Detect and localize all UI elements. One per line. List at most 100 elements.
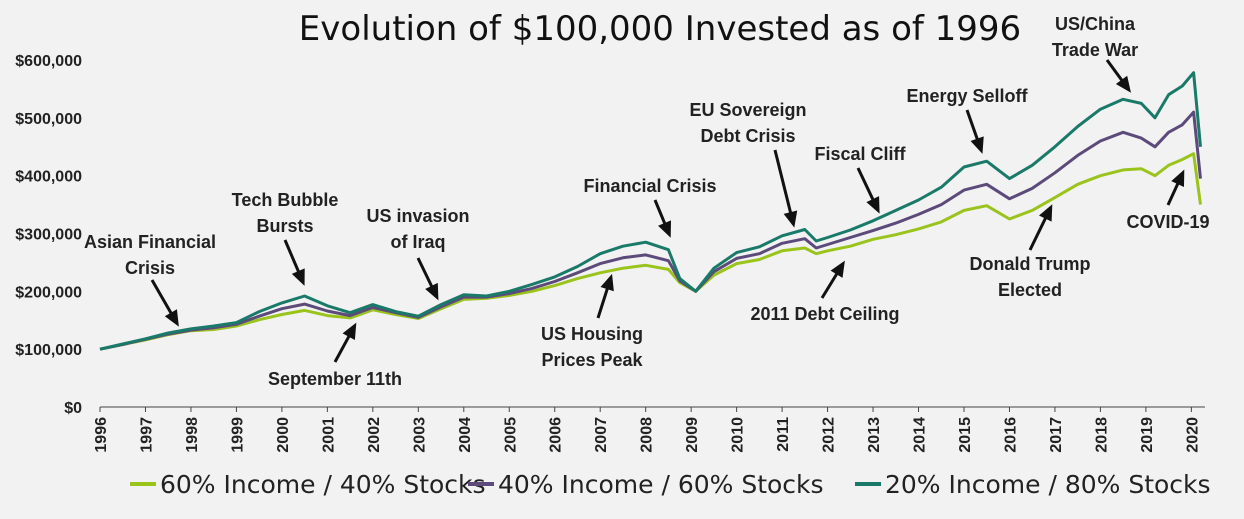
- annotation: COVID-19: [1126, 169, 1210, 232]
- annotation-text: Trade War: [1052, 40, 1138, 60]
- x-tick-label: 2013: [866, 417, 883, 453]
- x-tick-label: 2017: [1048, 417, 1065, 453]
- annotation-text: US/China: [1055, 14, 1136, 34]
- annotation-text: Crisis: [125, 258, 175, 278]
- annotation-arrowhead: [1115, 75, 1131, 93]
- x-tick-label: 2004: [457, 417, 474, 453]
- annotation-text: US invasion: [366, 206, 469, 226]
- annotation-text: Financial Crisis: [583, 176, 716, 196]
- x-tick-label: 2011: [775, 417, 792, 452]
- x-tick-label: 2002: [366, 417, 383, 453]
- annotation-text: Tech Bubble: [232, 190, 339, 210]
- y-tick-label: $100,000: [15, 342, 82, 359]
- x-tick-label: 1998: [184, 417, 201, 453]
- x-tick-label: 1997: [138, 417, 155, 453]
- x-tick-label: 2010: [730, 417, 747, 453]
- annotation-arrow: [1028, 212, 1050, 251]
- x-tick-label: 2001: [320, 417, 337, 453]
- annotation-arrow: [965, 109, 981, 145]
- annotation: Financial Crisis: [583, 176, 717, 238]
- x-tick-label: 2009: [684, 417, 701, 453]
- annotations: Asian Financial Crisis Tech Bubble Bursts Se…: [84, 14, 1210, 389]
- annotation: Energy Selloff: [906, 86, 1029, 154]
- annotation-arrow: [283, 239, 303, 278]
- chart-title: Evolution of $100,000 Invested as of 199…: [299, 9, 1021, 49]
- x-tick-label: 2006: [548, 417, 565, 453]
- legend: 60% Income / 40% Stocks 40% Income / 60% …: [130, 470, 1211, 499]
- y-tick-label: $200,000: [15, 284, 82, 301]
- annotation: Fiscal Cliff: [814, 144, 907, 214]
- annotation-arrowhead: [1039, 204, 1053, 222]
- annotation-text: COVID-19: [1126, 212, 1209, 232]
- annotation-arrowhead: [291, 268, 305, 286]
- x-axis-ticks: 1996 1997 1998 1999 2000 2001 2002 2003 2004 2005…: [93, 407, 1201, 453]
- x-tick-label: 1996: [93, 417, 110, 453]
- annotation: Tech Bubble Bursts: [232, 190, 339, 286]
- annotation-arrow: [416, 257, 436, 293]
- annotation-text: Fiscal Cliff: [814, 144, 906, 164]
- x-tick-label: 2019: [1139, 417, 1156, 453]
- y-tick-label: $300,000: [15, 227, 82, 244]
- x-tick-label: 2000: [275, 417, 292, 453]
- annotation-text: September 11th: [268, 369, 402, 389]
- annotation-arrowhead: [342, 322, 357, 341]
- x-tick-label: 2018: [1093, 417, 1110, 453]
- series-line: [99, 71, 1202, 351]
- y-tick-label: $400,000: [15, 169, 82, 186]
- annotation-arrowhead: [658, 220, 672, 238]
- annotation-text: US Housing: [541, 324, 643, 344]
- annotation-arrowhead: [600, 273, 614, 292]
- x-tick-label: 2020: [1184, 417, 1201, 453]
- annotation-text: Debt Crisis: [700, 126, 795, 146]
- annotation-arrowhead: [1171, 169, 1185, 188]
- annotation: September 11th: [268, 322, 402, 389]
- legend-item: 20% Income / 80% Stocks: [855, 470, 1211, 499]
- x-tick-label: 2003: [411, 417, 428, 453]
- annotation-arrowhead: [830, 260, 845, 278]
- annotation-text: 2011 Debt Ceiling: [750, 304, 899, 324]
- annotation-text: Asian Financial: [84, 232, 216, 252]
- annotation-arrow: [773, 149, 794, 219]
- annotation-arrow: [150, 279, 176, 319]
- annotation-text: of Iraq: [390, 232, 445, 252]
- x-tick-label: 2007: [593, 417, 610, 453]
- legend-label: 20% Income / 80% Stocks: [885, 470, 1211, 499]
- legend-label: 40% Income / 60% Stocks: [498, 470, 824, 499]
- annotation-arrowhead: [783, 210, 798, 228]
- series-lines: [99, 71, 1202, 351]
- annotation: US/China Trade War: [1052, 14, 1138, 93]
- y-axis-ticks: $0 $100,000 $200,000 $300,000 $400,000 $500,0…: [15, 53, 82, 417]
- annotation: US Housing Prices Peak: [541, 273, 644, 370]
- legend-item: 60% Income / 40% Stocks: [130, 470, 486, 499]
- legend-label: 60% Income / 40% Stocks: [160, 470, 486, 499]
- y-tick-label: $0: [64, 400, 82, 417]
- annotation: Asian Financial Crisis: [84, 232, 216, 327]
- x-tick-label: 2008: [639, 417, 656, 453]
- legend-item: 40% Income / 60% Stocks: [468, 470, 824, 499]
- y-tick-label: $500,000: [15, 111, 82, 128]
- annotation-arrowhead: [866, 196, 880, 214]
- annotation-arrowhead: [970, 136, 984, 154]
- x-tick-label: 2015: [957, 417, 974, 453]
- x-tick-label: 1999: [229, 417, 246, 453]
- x-tick-label: 2005: [502, 417, 519, 453]
- annotation-arrow: [596, 282, 611, 319]
- annotation-arrowhead: [164, 309, 179, 327]
- annotation: EU Sovereign Debt Crisis: [689, 100, 807, 228]
- annotation-text: Elected: [998, 280, 1062, 300]
- annotation-text: Energy Selloff: [906, 86, 1028, 106]
- annotation-text: Donald Trump: [970, 254, 1091, 274]
- x-tick-label: 2016: [1002, 417, 1019, 453]
- annotation: Donald Trump Elected: [970, 204, 1091, 300]
- annotation: 2011 Debt Ceiling: [750, 260, 900, 324]
- x-tick-label: 2012: [821, 417, 838, 453]
- annotation-text: EU Sovereign: [689, 100, 806, 120]
- x-tick-label: 2014: [912, 417, 929, 453]
- annotation-text: Bursts: [256, 216, 313, 236]
- y-tick-label: $600,000: [15, 53, 82, 70]
- annotation-arrowhead: [425, 282, 439, 301]
- annotation-arrow: [856, 167, 877, 206]
- annotation-text: Prices Peak: [541, 350, 643, 370]
- annotation: US invasion of Iraq: [366, 206, 470, 301]
